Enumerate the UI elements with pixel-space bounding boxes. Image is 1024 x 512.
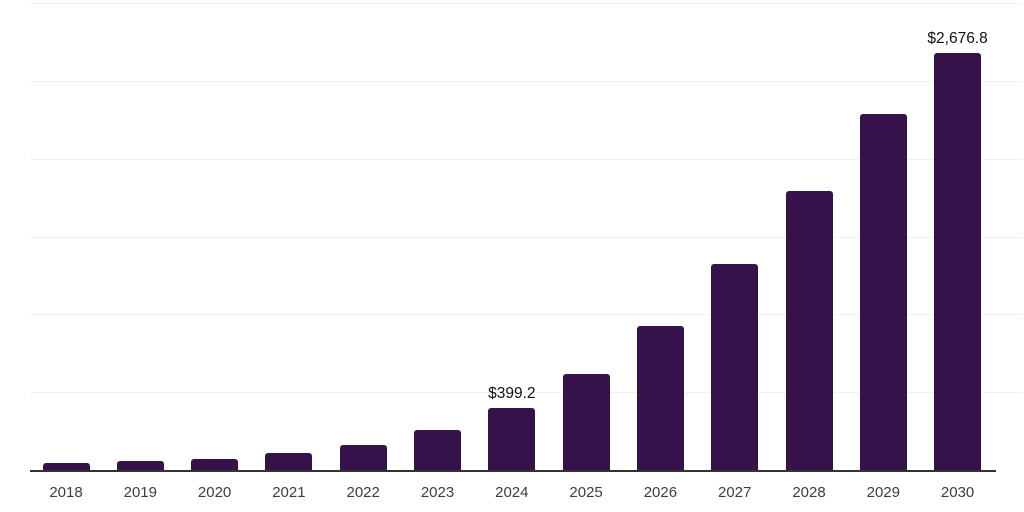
- x-axis-tick-label-2029: 2029: [866, 484, 900, 501]
- bar-2025: [562, 373, 610, 470]
- bar-2023: [414, 430, 461, 470]
- x-axis-line: [30, 470, 996, 472]
- x-axis-tick-label-2019: 2019: [123, 484, 157, 501]
- gridline: [30, 314, 1022, 316]
- x-axis-tick-label-2020: 2020: [197, 484, 232, 501]
- x-axis-tick-label-2028: 2028: [792, 484, 826, 501]
- bar-2029: [859, 113, 907, 470]
- x-axis-tick-label-2030: 2030: [940, 484, 975, 501]
- bar-2024: [488, 407, 536, 470]
- gridline: [30, 158, 1022, 160]
- x-axis-tick-label-2018: 2018: [49, 484, 83, 501]
- x-axis-tick-label-2022: 2022: [346, 484, 380, 501]
- bar-2018: [42, 463, 90, 470]
- gridline: [30, 3, 1022, 4]
- x-axis-tick-label-2026: 2026: [643, 484, 678, 501]
- x-axis-tick-label-2024: 2024: [495, 484, 529, 501]
- bar-2019: [116, 461, 164, 470]
- bar-2021: [265, 453, 313, 470]
- bar-2028: [785, 191, 833, 470]
- gridline: [30, 392, 1022, 394]
- bar-2020: [191, 458, 239, 470]
- x-axis-tick-label-2023: 2023: [420, 484, 455, 501]
- bar-value-label-2024: $399.2: [488, 384, 536, 402]
- bar-2022: [339, 444, 387, 470]
- gridline: [30, 236, 1022, 238]
- gridline: [30, 80, 1022, 82]
- bar-2026: [636, 326, 684, 470]
- bar-value-label-2030: $2,676.8: [927, 30, 988, 48]
- bar-2030: [934, 53, 982, 470]
- x-axis-tick-label-2027: 2027: [718, 484, 752, 501]
- bar-2027: [711, 264, 759, 470]
- x-axis-tick-label-2021: 2021: [272, 484, 306, 501]
- x-axis-tick-label-2025: 2025: [569, 484, 603, 501]
